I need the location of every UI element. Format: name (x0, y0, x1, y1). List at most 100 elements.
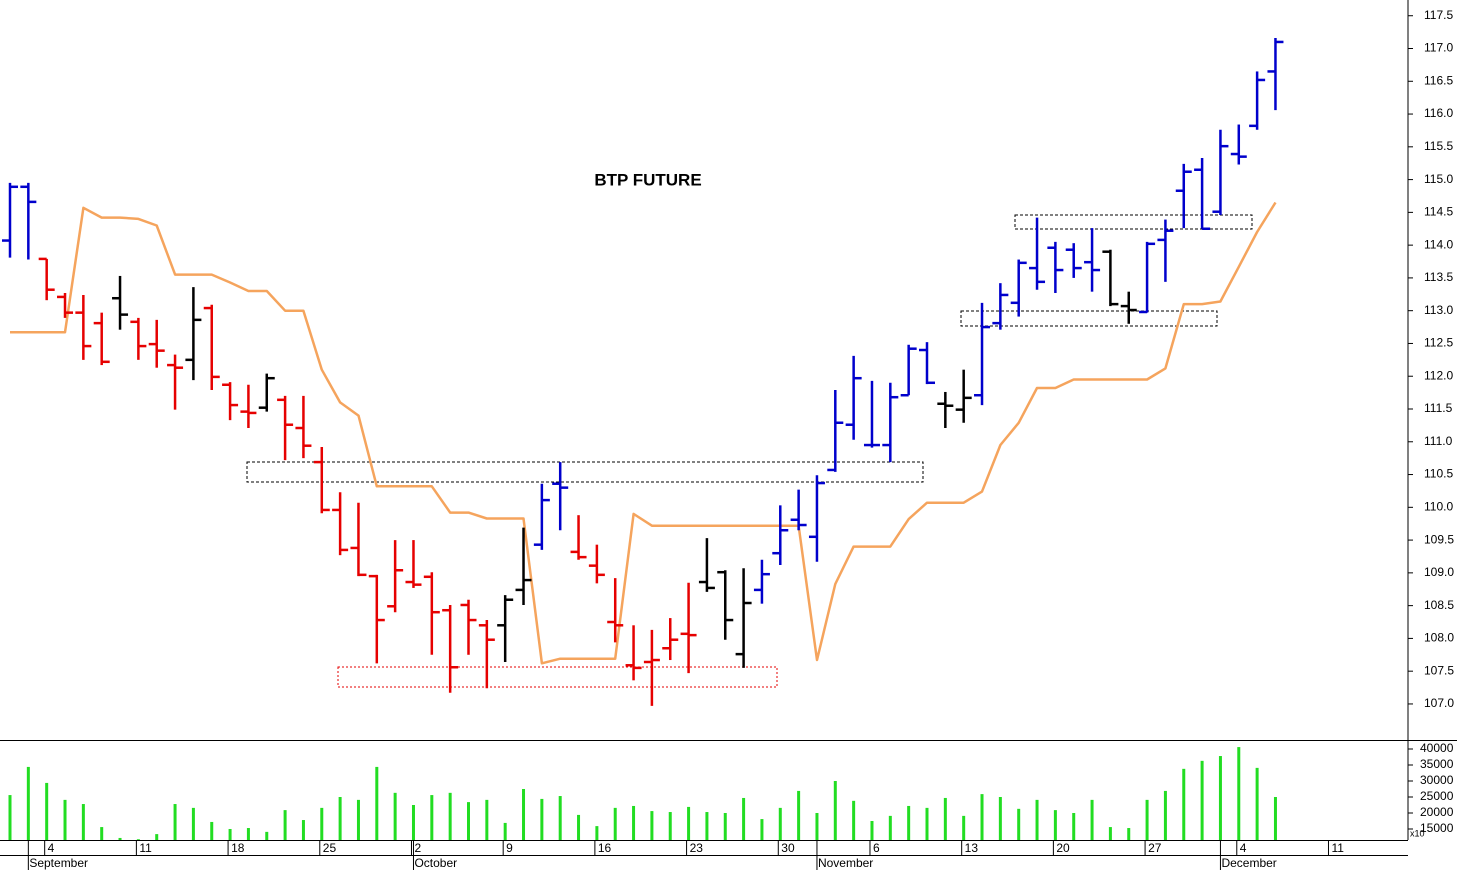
volume-bar (173, 804, 177, 840)
volume-bar (1182, 768, 1186, 840)
y-tick-label: 108.5 (1424, 598, 1454, 612)
x-tick-label: 2 (414, 841, 421, 855)
y-tick-label: 111.0 (1424, 434, 1453, 448)
zone-box (246, 461, 924, 483)
volume-bar (1218, 756, 1222, 840)
volume-bar (100, 827, 104, 840)
volume-bar (980, 794, 984, 840)
y-tick-label: 108.0 (1424, 631, 1454, 645)
y-tick-label: 117.5 (1424, 8, 1453, 22)
volume-bar (1273, 796, 1277, 840)
volume-bar (558, 796, 562, 840)
x-tick-label: 30 (781, 841, 795, 855)
volume-bar (1072, 812, 1076, 840)
volume-bar (1035, 799, 1039, 840)
month-label: October (414, 856, 457, 870)
volume-bar (1163, 790, 1167, 840)
y-tick-label: 115.0 (1424, 172, 1453, 186)
volume-bar (1255, 767, 1259, 840)
volume-bar (650, 811, 654, 840)
y-tick-label: 116.5 (1424, 73, 1453, 87)
x-tick-label: 4 (48, 841, 55, 855)
zone-box (337, 666, 778, 688)
volume-bar (338, 796, 342, 840)
y-tick-label: 114.0 (1424, 237, 1453, 251)
volume-bar (962, 815, 966, 840)
zone-box (960, 310, 1218, 327)
x-tick-label: 9 (506, 841, 513, 855)
y-tick-label: 107.0 (1424, 696, 1454, 710)
y-tick-label: 112.5 (1424, 336, 1453, 350)
volume-bar (265, 831, 269, 840)
volume-bar (778, 807, 782, 840)
volume-bar (870, 820, 874, 840)
volume-bar (191, 807, 195, 840)
volume-bar (815, 812, 819, 840)
y-tick-label: 116.0 (1424, 106, 1453, 120)
volume-bar (705, 812, 709, 840)
volume-bar (393, 792, 397, 840)
volume-bar (668, 812, 672, 840)
x-tick-label: 23 (690, 841, 704, 855)
volume-bar (943, 797, 947, 840)
y-tick-label: 110.5 (1424, 467, 1453, 481)
month-label: November (818, 856, 873, 870)
volume-bar (1200, 760, 1204, 840)
volume-bar (742, 797, 746, 840)
volume-bar (411, 804, 415, 840)
x-tick-label: 6 (873, 841, 880, 855)
x-tick-label: 13 (965, 841, 979, 855)
volume-bar (485, 799, 489, 840)
y-tick-label: 107.5 (1424, 663, 1454, 677)
volume-bar (118, 837, 122, 840)
volume-bar (522, 788, 526, 840)
volume-bar (888, 815, 892, 840)
volume-bar (1237, 747, 1241, 840)
y-tick-label: 109.0 (1424, 565, 1454, 579)
volume-bar (998, 796, 1002, 840)
month-label: September (29, 856, 88, 870)
volume-bar (723, 812, 727, 840)
y-tick-label: 113.0 (1424, 303, 1453, 317)
volume-bar (632, 805, 636, 840)
month-label: December (1221, 856, 1276, 870)
stop-line (10, 201, 1277, 665)
volume-bar (595, 826, 599, 840)
volume-bar (613, 807, 617, 840)
x-tick-label: 18 (231, 841, 245, 855)
x-tick-label: 11 (1331, 841, 1344, 855)
volume-bar (907, 805, 911, 840)
volume-unit: x10 (1410, 828, 1425, 838)
y-tick-label: 113.5 (1424, 270, 1453, 284)
volume-tick-label: 20000 (1420, 805, 1454, 819)
volume-bar (503, 822, 507, 840)
volume-bar (760, 819, 764, 840)
chart-title: BTP FUTURE (594, 170, 701, 189)
volume-bar (1127, 828, 1131, 840)
volume-bar (448, 792, 452, 840)
x-tick-label: 27 (1148, 841, 1162, 855)
y-tick-label: 109.5 (1424, 532, 1454, 546)
volume-bar (1090, 799, 1094, 840)
y-tick-label: 115.5 (1424, 139, 1453, 153)
volume-bar (1017, 808, 1021, 840)
x-tick-label: 20 (1056, 841, 1070, 855)
volume-bar (45, 782, 49, 840)
volume-bar (852, 800, 856, 840)
y-tick-label: 117.0 (1424, 41, 1453, 55)
volume-bar (8, 795, 12, 840)
y-tick-label: 114.5 (1424, 205, 1453, 219)
volume-bar (467, 802, 470, 840)
volume-bar (246, 828, 250, 840)
volume-bar (925, 807, 929, 840)
volume-bar (1145, 799, 1149, 840)
volume-bar (430, 795, 434, 840)
volume-bar (210, 821, 214, 840)
y-tick-label: 111.5 (1424, 401, 1453, 415)
volume-bar (301, 820, 305, 840)
volume-bar (63, 799, 67, 840)
volume-bar (577, 814, 581, 840)
y-tick-label: 110.0 (1424, 499, 1453, 513)
volume-bar (26, 766, 30, 840)
